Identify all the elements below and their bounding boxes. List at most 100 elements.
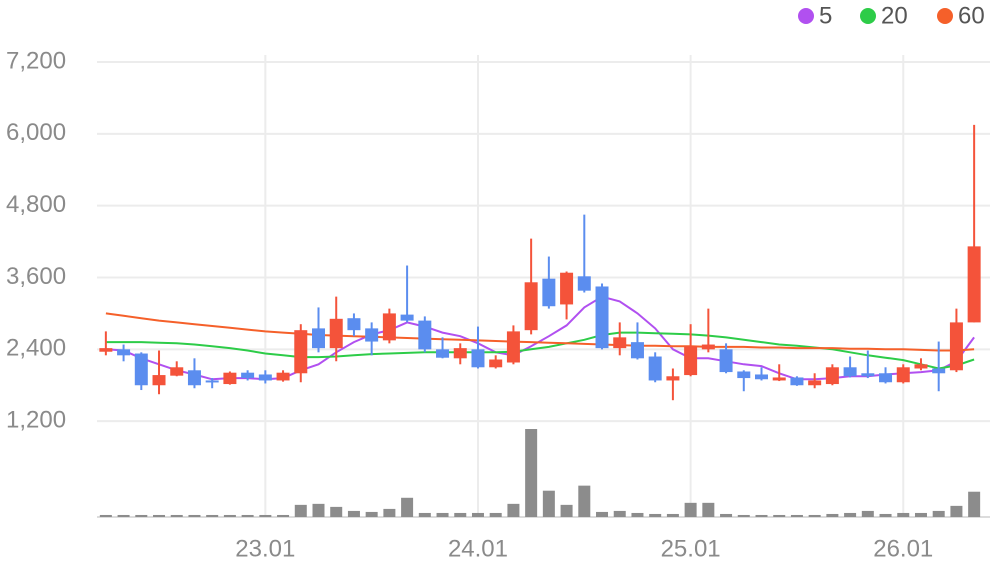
candle-body bbox=[896, 367, 910, 383]
volume-bar bbox=[897, 512, 910, 517]
candle-body bbox=[914, 364, 928, 369]
volume-bar bbox=[99, 514, 112, 517]
candle-body bbox=[772, 377, 786, 381]
legend-label: 5 bbox=[819, 2, 832, 29]
volume-bar bbox=[135, 514, 148, 517]
volume-bar bbox=[790, 514, 803, 517]
candle-body bbox=[825, 367, 839, 385]
volume-bar bbox=[436, 512, 449, 517]
candle-body bbox=[453, 348, 467, 359]
volume-bar bbox=[241, 514, 254, 517]
candle-body bbox=[524, 282, 538, 331]
volume-bar bbox=[117, 514, 130, 517]
candle-body bbox=[365, 328, 379, 342]
volume-bar bbox=[507, 503, 520, 517]
candle-body bbox=[843, 367, 857, 377]
volume-bar bbox=[206, 514, 219, 517]
candle-body bbox=[329, 318, 343, 349]
legend-label: 60 bbox=[958, 2, 985, 29]
volume-bar bbox=[223, 514, 236, 517]
candle-body bbox=[187, 370, 201, 386]
volume-bar bbox=[312, 503, 325, 517]
y-tick-label: 7,200 bbox=[6, 47, 66, 74]
candle-body bbox=[630, 342, 644, 359]
candle-body bbox=[134, 353, 148, 386]
candle-body bbox=[808, 380, 822, 386]
volume-bar bbox=[471, 512, 484, 517]
candle-body bbox=[967, 246, 981, 323]
volume-bar bbox=[330, 506, 343, 517]
volume-bar bbox=[631, 512, 644, 517]
volume-bar bbox=[755, 514, 768, 517]
legend-swatch bbox=[798, 8, 814, 24]
y-tick-label: 4,800 bbox=[6, 191, 66, 218]
candle-body bbox=[648, 356, 662, 381]
volume-bar bbox=[596, 511, 609, 517]
volume-bar bbox=[666, 513, 679, 517]
x-tick-label: 24.01 bbox=[448, 535, 508, 562]
volume-bar bbox=[826, 513, 839, 517]
candle-body bbox=[152, 375, 166, 386]
candle-body bbox=[436, 349, 450, 358]
volume-bar bbox=[347, 510, 360, 517]
volume-bar bbox=[542, 490, 555, 517]
volume-bar bbox=[968, 491, 981, 517]
candle-body bbox=[932, 368, 946, 374]
volume-bar bbox=[188, 514, 201, 517]
volume-bar bbox=[365, 511, 378, 517]
y-tick-label: 2,400 bbox=[6, 335, 66, 362]
legend-label: 20 bbox=[881, 2, 908, 29]
candle-body bbox=[276, 372, 290, 381]
candle-body bbox=[949, 322, 963, 371]
volume-bar bbox=[259, 514, 272, 517]
candle-body bbox=[117, 349, 131, 356]
candle-body bbox=[241, 372, 255, 379]
y-tick-label: 3,600 bbox=[6, 263, 66, 290]
volume-bar bbox=[773, 514, 786, 517]
candle-body bbox=[684, 346, 698, 376]
volume-bar bbox=[844, 512, 857, 517]
candle-body bbox=[595, 286, 609, 349]
legend-swatch bbox=[937, 8, 953, 24]
x-tick-label: 26.01 bbox=[873, 535, 933, 562]
volume-bar bbox=[489, 512, 502, 517]
volume-bar bbox=[578, 485, 591, 517]
volume-bar bbox=[401, 497, 414, 517]
candle-body bbox=[294, 330, 308, 374]
candle-body bbox=[170, 367, 184, 376]
candle-body bbox=[879, 373, 893, 383]
volume-bar bbox=[277, 514, 290, 517]
candle-body bbox=[861, 373, 875, 377]
volume-bar bbox=[613, 510, 626, 517]
volume-bar bbox=[684, 502, 697, 517]
candle-body bbox=[205, 380, 219, 383]
candle-body bbox=[542, 278, 556, 307]
volume-bar bbox=[808, 514, 821, 517]
legend-swatch bbox=[860, 8, 876, 24]
volume-bar bbox=[649, 513, 662, 517]
candle-body bbox=[701, 344, 715, 350]
volume-bar bbox=[454, 512, 467, 517]
candle-body bbox=[418, 320, 432, 350]
candle-body bbox=[312, 328, 325, 349]
volume-bar bbox=[525, 429, 538, 517]
volume-bar bbox=[418, 512, 431, 517]
volume-bar bbox=[737, 514, 750, 517]
candle-body bbox=[560, 272, 574, 305]
volume-bar bbox=[950, 505, 963, 517]
x-tick-label: 23.01 bbox=[235, 535, 295, 562]
volume-bar bbox=[560, 504, 573, 517]
volume-bar bbox=[720, 513, 733, 517]
volume-bar bbox=[861, 510, 874, 517]
candle-body bbox=[577, 276, 591, 291]
volume-bar bbox=[153, 514, 166, 517]
candle-body bbox=[613, 337, 627, 349]
candle-body bbox=[506, 331, 520, 363]
candle-body bbox=[471, 349, 485, 368]
candle-body bbox=[489, 359, 503, 368]
x-tick-label: 25.01 bbox=[661, 535, 721, 562]
candle-body bbox=[666, 376, 680, 381]
y-tick-label: 1,200 bbox=[6, 407, 66, 434]
candle-body bbox=[99, 348, 113, 352]
